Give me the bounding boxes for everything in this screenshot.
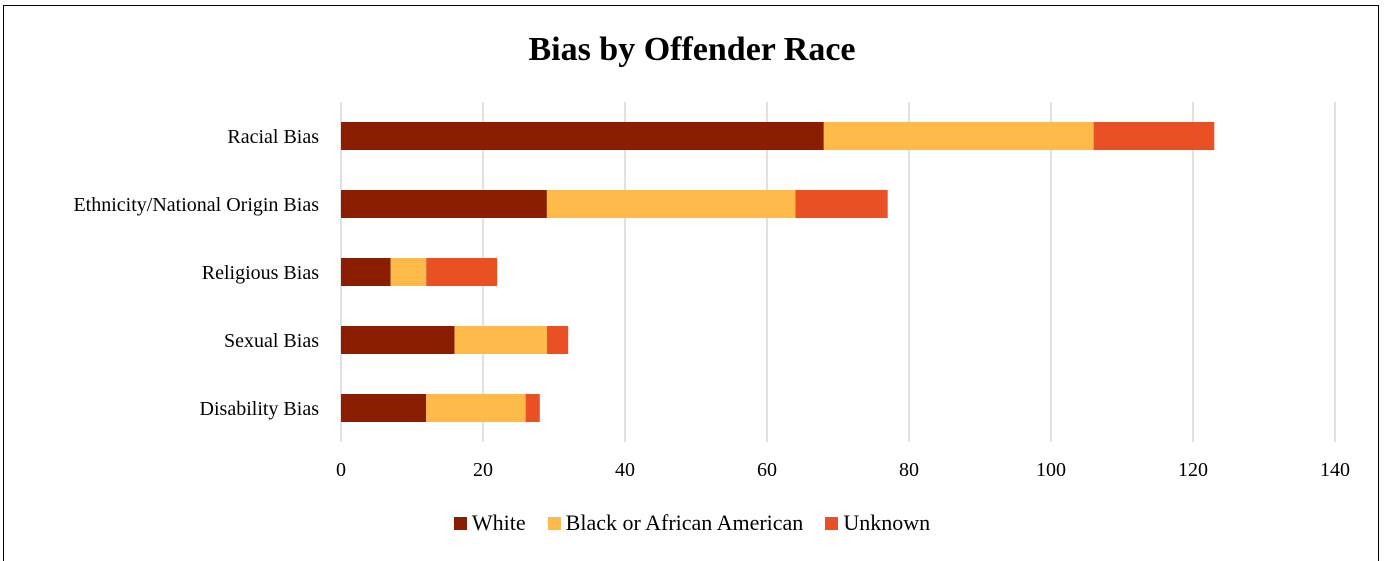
chart-frame — [3, 5, 1379, 561]
category-label-ethnicity-national-origin-bias: Ethnicity/National Origin Bias — [73, 194, 319, 216]
legend-item-black-or-african-american: Black or African American — [547, 510, 804, 536]
bar-disability-bias-unknown — [525, 394, 540, 422]
x-tick-label-0: 0 — [336, 459, 346, 481]
bar-racial-bias-unknown — [1093, 122, 1215, 150]
bar-ethnicity-national-origin-bias-unknown — [795, 190, 888, 218]
category-label-sexual-bias: Sexual Bias — [224, 330, 319, 352]
chart-title: Bias by Offender Race — [528, 31, 856, 68]
bar-ethnicity-national-origin-bias-white — [341, 190, 547, 218]
x-tick-label-120: 120 — [1178, 459, 1208, 481]
legend-label-white: White — [471, 510, 526, 535]
x-tick-label-40: 40 — [615, 459, 635, 481]
x-tick-label-100: 100 — [1036, 459, 1066, 481]
bar-sexual-bias-unknown — [546, 326, 569, 354]
legend: White Black or African American Unknown — [0, 510, 1384, 536]
legend-item-white: White — [453, 510, 526, 536]
category-labels: Racial Bias Ethnicity/National Origin Bia… — [73, 126, 319, 420]
legend-label-unknown: Unknown — [843, 510, 931, 535]
legend-label-black-or-african-american: Black or African American — [565, 510, 804, 535]
bar-racial-bias-white — [341, 122, 824, 150]
legend-swatch-unknown — [825, 516, 839, 530]
bar-racial-bias-black-or-african-american — [823, 122, 1094, 150]
category-label-racial-bias: Racial Bias — [227, 126, 319, 148]
x-tick-label-60: 60 — [757, 459, 777, 481]
legend-swatch-white — [453, 516, 467, 530]
bar-sexual-bias-white — [341, 326, 455, 354]
bar-sexual-bias-black-or-african-american — [454, 326, 547, 354]
bar-religious-bias-unknown — [426, 258, 498, 286]
category-label-religious-bias: Religious Bias — [202, 262, 319, 284]
legend-item-unknown: Unknown — [825, 510, 930, 536]
bar-religious-bias-white — [341, 258, 391, 286]
legend-swatch-black-or-african-american — [547, 516, 561, 530]
bar-ethnicity-national-origin-bias-black-or-african-american — [546, 190, 796, 218]
bars — [341, 122, 1215, 422]
x-tick-label-20: 20 — [473, 459, 493, 481]
bar-religious-bias-black-or-african-american — [390, 258, 427, 286]
category-label-disability-bias: Disability Bias — [200, 398, 320, 420]
x-tick-labels: 0 20 40 60 80 100 120 140 — [336, 459, 1350, 481]
x-tick-label-80: 80 — [899, 459, 919, 481]
bar-disability-bias-black-or-african-american — [426, 394, 526, 422]
bar-disability-bias-white — [341, 394, 427, 422]
x-tick-label-140: 140 — [1320, 459, 1350, 481]
